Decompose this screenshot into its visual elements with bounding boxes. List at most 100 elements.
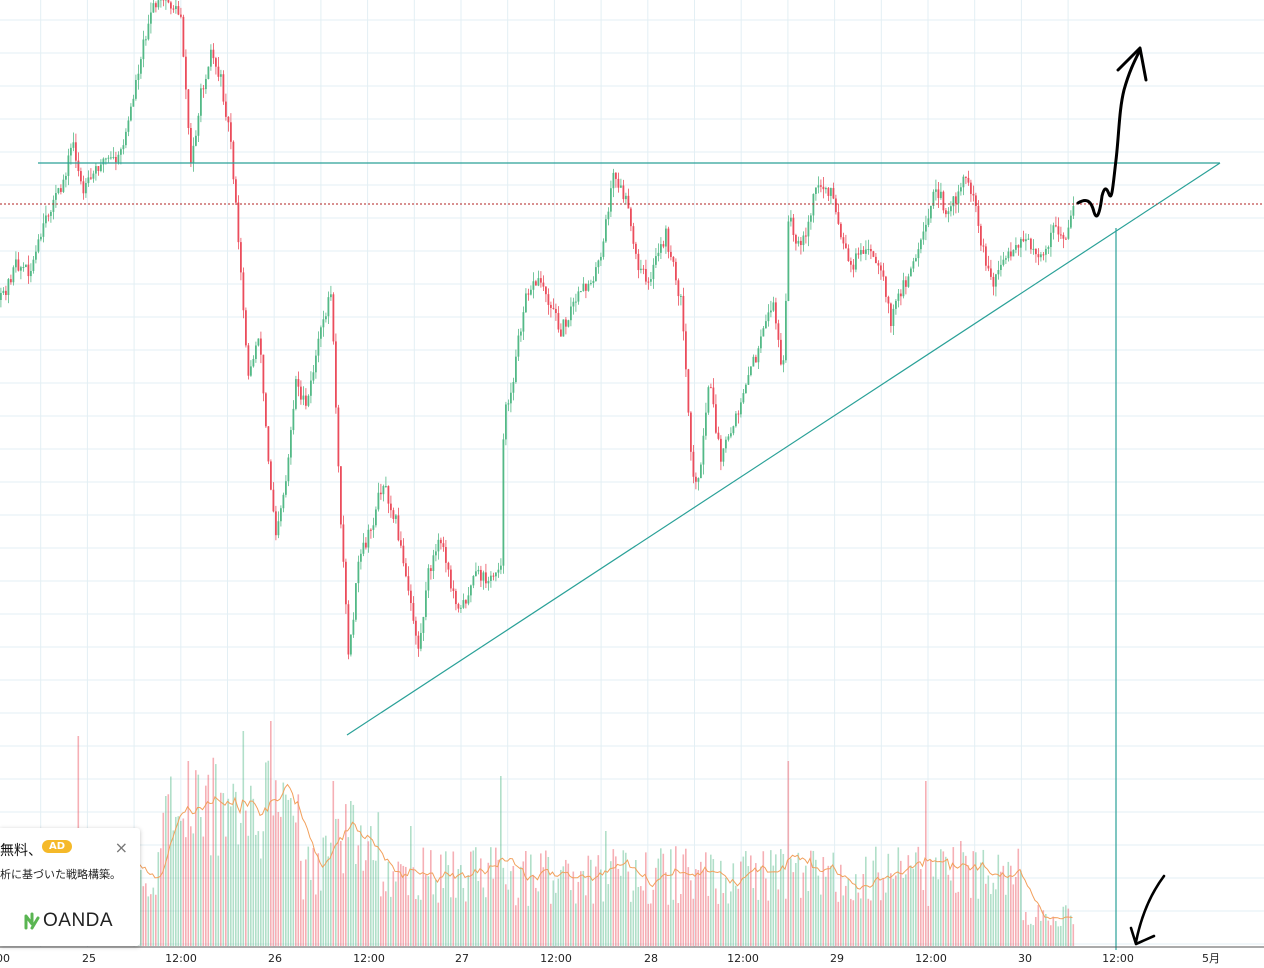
volume-bar xyxy=(457,869,460,946)
volume-bar xyxy=(945,856,947,946)
volume-bar xyxy=(500,776,502,946)
time-axis[interactable]: 00 25 12:00 26 12:00 27 12:00 28 12:00 29 12:00 30 1… xyxy=(0,952,1220,965)
candle-body xyxy=(1007,251,1010,259)
candle-body xyxy=(200,88,202,116)
volume-bar xyxy=(265,762,267,946)
volume-bar xyxy=(955,892,957,946)
candle-body xyxy=(435,551,437,556)
volume-bar xyxy=(795,862,797,946)
candle-body xyxy=(460,607,462,609)
volume-bar xyxy=(205,785,207,946)
candle-body xyxy=(130,106,132,121)
volume-bar xyxy=(730,891,732,946)
volume-bar xyxy=(222,793,225,946)
candle-body xyxy=(715,404,717,433)
candle-body xyxy=(537,278,540,286)
x-tick-label: 30 xyxy=(1018,952,1032,965)
volume-bar xyxy=(797,852,800,946)
candle-body xyxy=(407,576,410,591)
ad-subtitle: 析に基づいた戦略構築。 xyxy=(0,868,121,881)
candle-body xyxy=(195,135,197,146)
candle-body xyxy=(890,303,892,326)
volume-bar xyxy=(687,867,690,946)
candle-body xyxy=(367,529,370,548)
volume-bar xyxy=(585,895,587,946)
volume-bar xyxy=(572,871,575,946)
volume-bar xyxy=(480,858,482,946)
volume-bar xyxy=(895,875,897,946)
close-icon[interactable]: × xyxy=(114,838,128,857)
volume-bar xyxy=(965,855,967,946)
candle-body xyxy=(322,319,325,328)
candle-body xyxy=(945,210,947,215)
volume-bar xyxy=(150,894,152,946)
volume-bar xyxy=(1012,884,1015,946)
volume-bar xyxy=(685,848,687,946)
volume-bar xyxy=(782,853,785,946)
volume-bar xyxy=(740,861,742,946)
candle-body xyxy=(765,321,767,329)
x-tick-label: 28 xyxy=(644,952,658,965)
ascending-support-line[interactable] xyxy=(346,162,1221,736)
candle-body xyxy=(387,486,390,504)
candle-body xyxy=(965,176,967,178)
volume-bar xyxy=(675,846,677,946)
volume-bar xyxy=(622,850,625,946)
volume-bar xyxy=(147,896,150,946)
volume-bar xyxy=(705,852,707,946)
candle-body xyxy=(632,226,635,244)
candle-body xyxy=(585,283,587,291)
volume-bar xyxy=(210,855,212,946)
volume-bar xyxy=(765,878,767,946)
candle-body xyxy=(975,195,977,206)
candle-body xyxy=(955,196,957,204)
candle-body xyxy=(872,251,875,257)
candle-body xyxy=(605,219,607,242)
candle-body xyxy=(197,115,200,136)
volume-bar xyxy=(490,847,492,946)
candle-body xyxy=(115,156,117,163)
volume-bar xyxy=(140,869,142,946)
volume-bar xyxy=(247,835,250,946)
candle-body xyxy=(790,217,792,222)
volume-bar xyxy=(395,881,397,946)
volume-bar xyxy=(345,804,347,946)
candle-body xyxy=(822,186,825,190)
candle-body xyxy=(802,235,805,246)
candle-body xyxy=(417,635,420,649)
volume-bar xyxy=(662,853,665,946)
candle-body xyxy=(47,215,50,217)
volume-bar xyxy=(447,865,450,946)
candle-body xyxy=(305,395,307,406)
candle-body xyxy=(112,156,115,158)
candle-body xyxy=(447,562,450,570)
candle-body xyxy=(852,264,855,270)
volume-bar xyxy=(310,879,312,946)
volume-bar xyxy=(390,896,392,946)
ad-logo[interactable]: OANDA xyxy=(24,910,113,932)
volume-bar xyxy=(872,860,875,946)
candle-body xyxy=(60,188,62,192)
candle-body xyxy=(457,604,460,609)
candle-body xyxy=(267,426,270,462)
candle-body xyxy=(572,301,575,307)
volume-bar xyxy=(387,861,390,946)
volume-bar xyxy=(375,860,377,946)
volume-bar xyxy=(792,872,795,946)
candle-body xyxy=(465,600,467,604)
x-tick-label: 27 xyxy=(455,952,469,965)
volume-bar xyxy=(380,896,382,946)
volume-bar xyxy=(1040,920,1042,946)
candle-body xyxy=(1070,215,1072,228)
candle-body xyxy=(860,249,862,255)
candle-body xyxy=(597,260,600,268)
volume-bar xyxy=(637,886,640,946)
volume-bar xyxy=(665,872,667,946)
volume-bar xyxy=(827,865,830,946)
volume-bar xyxy=(492,878,495,946)
ad-banner[interactable]: 無料、 AD × 析に基づいた戦略構築。 OANDA xyxy=(0,828,140,946)
candle-body xyxy=(175,6,177,9)
volume-bar xyxy=(605,831,607,946)
volume-bar xyxy=(452,851,455,946)
